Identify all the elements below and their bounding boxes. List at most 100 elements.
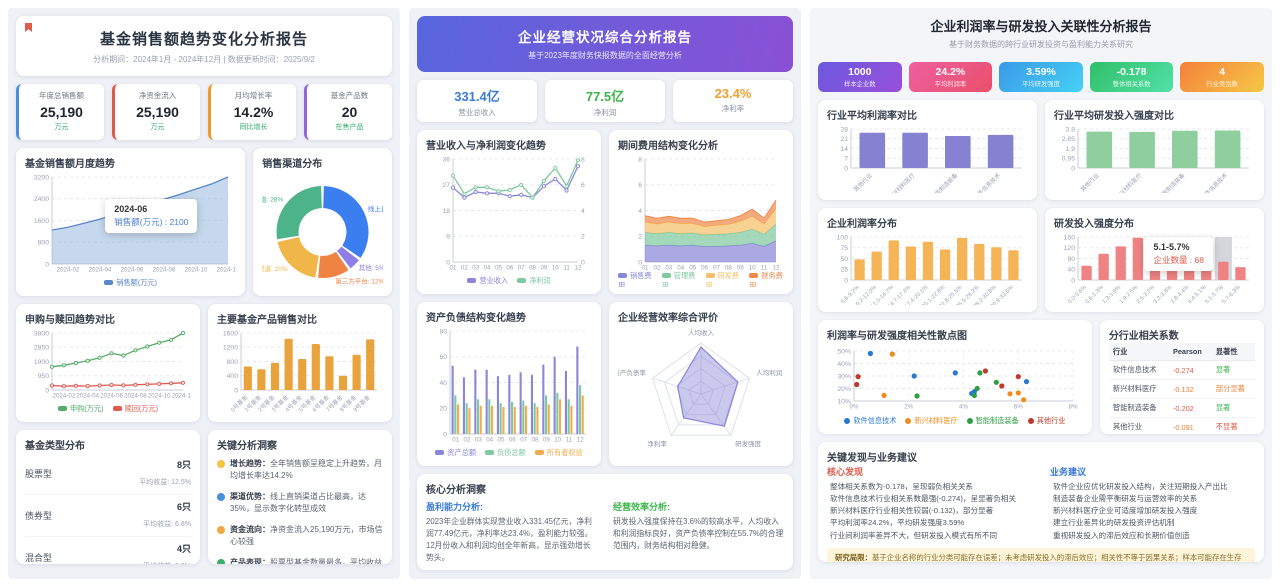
svg-text:2024-12: 2024-12 xyxy=(172,393,191,400)
svg-text:1200: 1200 xyxy=(223,345,238,352)
finding-item: 整体相关系数为-0.178，呈现弱负相关关系 xyxy=(830,482,974,491)
legend-item[interactable]: 赎回(万元) xyxy=(112,404,158,414)
svg-text:2024-06: 2024-06 xyxy=(100,393,123,400)
fund-type-row[interactable]: 混合型 4只平均收益: 9.2% xyxy=(25,537,191,564)
legend-item[interactable]: 资产总额 xyxy=(435,448,476,458)
svg-text:18: 18 xyxy=(442,208,450,215)
kpi-label: 基金产品数 xyxy=(330,91,369,100)
list-title: 基金类型分布 xyxy=(25,441,85,452)
table-row[interactable]: 软件信息技术 -0.274 显著 xyxy=(1108,360,1255,380)
insight-heading: 盈利能力分析: xyxy=(426,502,483,512)
svg-text:12: 12 xyxy=(773,265,780,272)
svg-text:02: 02 xyxy=(461,265,468,272)
chart-title: 行业平均研发投入强度对比 xyxy=(1054,111,1174,122)
finding-item: 平均利润率24.2%，平均研发强度3.59% xyxy=(830,518,965,528)
report-title: 企业利润率与研发投入关联性分析报告 xyxy=(930,19,1152,34)
svg-text:0: 0 xyxy=(1071,277,1075,284)
svg-text:1900: 1900 xyxy=(34,359,49,366)
svg-text:软件信息技术: 软件信息技术 xyxy=(1199,171,1229,193)
svg-text:02: 02 xyxy=(464,437,471,444)
column-header: Pearson xyxy=(1169,343,1212,361)
fund-sales-trend-chart[interactable]: 0 800 1600 2400 3200 2024-02 2024-04 2024-06 202… xyxy=(25,171,236,289)
subscription-redemption-chart[interactable]: 0 950 1900 2850 3800 2024-02 2024-04 2024-06 202… xyxy=(25,327,191,415)
card-revenue-profit: 营业收入与净利润变化趋势 0 9 18 27 36 0 2 4 6 8 01 02 03 04 05 06 07… xyxy=(417,130,601,294)
legend-item[interactable]: 营业收入 xyxy=(467,276,508,286)
legend-item[interactable]: 销售额(万元) xyxy=(104,278,157,288)
fund-type-count: 4只 xyxy=(176,544,191,554)
legend-item[interactable]: 研发费用 xyxy=(705,270,740,287)
svg-text:2%: 2% xyxy=(904,404,913,411)
suggestion-item: 建立行业差异化的研发投资评估机制 xyxy=(1053,518,1175,528)
table-row[interactable]: 智能制造装备 -0.202 显著 xyxy=(1108,398,1255,418)
svg-text:0: 0 xyxy=(1071,165,1075,172)
svg-text:银行渠道: 28%: 银行渠道: 28% xyxy=(262,195,283,204)
legend-item[interactable]: 管理费用 xyxy=(661,270,696,287)
balance-sheet-chart[interactable]: 0 20 40 60 80 01 02 03 04 05 06 07 08 09 10 11 12 资产总额 负债总… xyxy=(426,325,592,459)
svg-text:21: 21 xyxy=(840,136,848,143)
suggestions-column: 业务建议 软件企业应优化研发投入结构，关注短期投入产出比 制造装备企业需平衡研发… xyxy=(1050,465,1255,542)
svg-text:2024-10: 2024-10 xyxy=(185,267,208,274)
fund-type-avg: 平均收益: 6.8% xyxy=(143,521,191,528)
legend-item[interactable]: 所有者权益 xyxy=(534,448,583,458)
svg-text:40%: 40% xyxy=(837,361,851,368)
card-expense-structure: 期间费用结构变化分析 0 2 4 6 8 01 02 03 04 05 06 07 08 09 10 11 12… xyxy=(609,130,793,294)
svg-text:0: 0 xyxy=(638,259,642,266)
correlation-scatter-chart[interactable]: 10% 20% 30% 40% 50% 0% 2% 4% 6% 8% 软件信息技术 新兴材料医疗 智能制… xyxy=(827,343,1083,427)
chart-title: 利润率与研发强度相关性散点图 xyxy=(827,331,967,342)
insight-heading: 经营效率分析: xyxy=(613,502,670,512)
chart-title: 资产负债结构变化趋势 xyxy=(426,313,526,324)
table-row[interactable]: 新兴材料医疗 -0.132 部分显著 xyxy=(1108,379,1255,399)
chart-title: 申购与赎回趋势对比 xyxy=(25,315,115,326)
revenue-profit-chart[interactable]: 0 9 18 27 36 0 2 4 6 8 01 02 03 04 05 06 07 08 09 10 11 12 营业收… xyxy=(426,153,592,287)
industry-rnd-bar-chart[interactable]: 0 0.95 1.9 2.85 3.8 其他行业 新兴材料医疗 智能制造装备 软件信息技术 xyxy=(1054,123,1255,193)
legend-item[interactable]: 申购(万元) xyxy=(57,404,104,414)
svg-text:400: 400 xyxy=(227,373,239,380)
rnd-distribution-chart[interactable]: 0 40 80 120 160 0.0-0.6% 0.6-1.3% 1.3-1.9% 1.9-2… xyxy=(1054,231,1255,305)
chart-legend: 营业收入 净利润 xyxy=(426,274,592,287)
legend-item[interactable]: 智能制造装备 xyxy=(966,416,1019,426)
svg-text:11: 11 xyxy=(566,437,573,444)
svg-text:3800: 3800 xyxy=(34,330,49,337)
pill-label: 行业类别数 xyxy=(1206,81,1238,88)
svg-text:0: 0 xyxy=(844,277,848,284)
significance-cell: 不显著 xyxy=(1211,417,1255,434)
profit-distribution-chart[interactable]: 0 25 50 75 100 5.6-9.2% 9.2-12.0% 12.0-14.7% 14.… xyxy=(827,231,1028,305)
industry-cell: 智能制造装备 xyxy=(1108,398,1169,418)
legend-item[interactable]: 负债总额 xyxy=(485,448,526,458)
industry-profit-bar-chart[interactable]: 0 7 14 21 28 其他行业 新兴材料医疗 智能制造装备 软件信息技术 xyxy=(827,123,1028,193)
finding-item: 新兴材料医疗行业相关性较弱(-0.132)，部分显著 xyxy=(830,506,994,516)
legend-item[interactable]: 其他行业 xyxy=(1027,416,1066,426)
svg-text:80: 80 xyxy=(1067,256,1075,263)
fund-type-count: 6只 xyxy=(176,502,191,512)
pill-label: 平均研发强度 xyxy=(1022,81,1060,88)
card-industry-profit: 行业平均利润率对比 0 7 14 21 28 其他行业 新兴材料医疗 智能制造装备 软件信息技术 xyxy=(818,100,1037,200)
legend-item[interactable]: 新兴材料医疗 xyxy=(905,416,958,426)
table-row[interactable]: 其他行业 -0.091 不显著 xyxy=(1108,417,1255,434)
svg-text:1600: 1600 xyxy=(34,218,49,225)
legend-item[interactable]: 软件信息技术 xyxy=(844,416,896,426)
svg-text:09: 09 xyxy=(737,265,744,272)
kpi-label: 净资金流入 xyxy=(138,91,177,100)
kpi-row: 年度总销售额 25,190 万元 净资金流入 25,190 万元 月均增长率 1… xyxy=(16,84,392,140)
sales-channels-donut-chart[interactable]: 线上直销: 35% 其他: 5% 第三方平台: 12% 券商渠道: 20% 银行渠道: … xyxy=(262,171,383,289)
fund-type-row[interactable]: 股票型 8只 平均收益: 12.5% xyxy=(25,453,191,495)
fund-products-bar-chart[interactable]: 0 400 800 1200 1600 0号基金 1号基金 2号基金 3号基金 4号基金 5号基金 6… xyxy=(217,327,383,415)
card-key-insights: 关键分析洞察 增长趋势：全年销售额呈稳定上升趋势，月均增长率达14.2% 渠道优… xyxy=(208,430,392,564)
legend-item[interactable]: 销售费用 xyxy=(618,270,652,287)
expense-structure-chart[interactable]: 0 2 4 6 8 01 02 03 04 05 06 07 08 09 10 11 12 销售费用 管理费用 研发费… xyxy=(618,153,784,287)
legend-item[interactable]: 财务费用 xyxy=(749,270,783,287)
pill-label: 平均利润率 xyxy=(934,81,967,88)
fund-type-row[interactable]: 债券型 6只 平均收益: 6.8% xyxy=(25,495,191,537)
insight-label: 产品表现： xyxy=(230,557,270,565)
svg-text:新兴材料医疗: 新兴材料医疗 xyxy=(886,171,916,193)
legend-item[interactable]: 净利润 xyxy=(517,276,551,286)
limitation-text: 基于企业名称的行业分类可能存在误差；未考虑研发投入的滞后效应；相关性不等于因果关… xyxy=(871,552,1242,562)
svg-text:3200: 3200 xyxy=(34,174,49,181)
chart-title: 期间费用结构变化分析 xyxy=(618,141,718,152)
card-fund-types: 基金类型分布 股票型 8只 平均收益: 12.5% 债券型 6只 平均收益: 6.8… xyxy=(16,430,200,564)
fund-type-avg: 平均收益: 9.2% xyxy=(143,563,191,564)
insight-text: 研发投入强度保持在3.6%的较高水平，人均收入和利润指标良好，资产负债率控制在5… xyxy=(613,517,784,551)
kpi-pills-row: 1000 样本企业数 24.2% 平均利润率 3.59% 平均研发强度 -0.1… xyxy=(818,62,1264,92)
